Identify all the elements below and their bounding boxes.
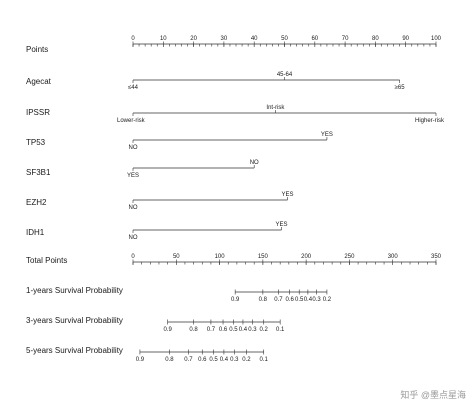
surv-label-surv3: 0.7 xyxy=(207,327,216,333)
surv-label-surv1: 0.3 xyxy=(312,297,321,303)
level-label-sf3b1: NO xyxy=(250,160,259,166)
tick-label-points: 50 xyxy=(281,36,288,42)
tick-label-total: 200 xyxy=(301,254,312,260)
level-label-agecat: ≥65 xyxy=(395,85,406,91)
level-label-agecat: 45-64 xyxy=(277,72,293,78)
surv-label-surv1: 0.2 xyxy=(323,297,332,303)
surv-label-surv3: 0.2 xyxy=(260,327,269,333)
surv-label-surv1: 0.4 xyxy=(304,297,313,303)
tick-label-points: 30 xyxy=(221,36,228,42)
row-label-ezh2: EZH2 xyxy=(26,198,47,207)
surv-label-surv3: 0.1 xyxy=(276,327,285,333)
surv-label-surv5: 0.5 xyxy=(209,357,218,363)
tick-label-total: 300 xyxy=(388,254,399,260)
row-label-surv1: 1-years Survival Probability xyxy=(26,286,123,295)
tick-label-total: 0 xyxy=(131,254,135,260)
tick-label-points: 100 xyxy=(431,36,442,42)
surv-label-surv1: 0.6 xyxy=(286,297,295,303)
tick-label-points: 20 xyxy=(190,36,197,42)
tick-label-points: 10 xyxy=(160,36,167,42)
row-label-surv3: 3-years Survival Probability xyxy=(26,316,123,325)
row-label-surv5: 5-years Survival Probability xyxy=(26,346,123,355)
surv-label-surv1: 0.5 xyxy=(295,297,304,303)
surv-label-surv1: 0.7 xyxy=(274,297,283,303)
level-label-idh1: NO xyxy=(129,235,138,241)
level-label-ipssr: Lower-risk xyxy=(117,118,146,124)
surv-label-surv5: 0.1 xyxy=(260,357,269,363)
surv-label-surv5: 0.7 xyxy=(184,357,193,363)
row-label-sf3b1: SF3B1 xyxy=(26,168,51,177)
surv-label-surv5: 0.4 xyxy=(220,357,229,363)
tick-label-total: 50 xyxy=(173,254,180,260)
level-label-ipssr: Int-risk xyxy=(266,105,285,111)
watermark-text: 知乎 @墨点星海 xyxy=(400,389,466,400)
level-label-idh1: YES xyxy=(275,222,287,228)
surv-label-surv1: 0.8 xyxy=(259,297,268,303)
surv-label-surv5: 0.9 xyxy=(136,357,145,363)
surv-label-surv3: 0.5 xyxy=(229,327,238,333)
row-label-total: Total Points xyxy=(26,256,67,265)
tick-label-total: 350 xyxy=(431,254,442,260)
surv-label-surv3: 0.4 xyxy=(239,327,248,333)
row-label-agecat: Agecat xyxy=(26,77,52,86)
tick-label-points: 0 xyxy=(131,36,135,42)
level-label-ipssr: Higher-risk xyxy=(415,118,445,124)
surv-label-surv5: 0.8 xyxy=(165,357,174,363)
surv-label-surv5: 0.6 xyxy=(198,357,207,363)
tick-label-points: 40 xyxy=(251,36,258,42)
tick-label-points: 90 xyxy=(402,36,409,42)
level-label-ezh2: YES xyxy=(282,192,294,198)
level-label-ezh2: NO xyxy=(129,205,138,211)
tick-label-total: 100 xyxy=(215,254,226,260)
row-label-idh1: IDH1 xyxy=(26,228,45,237)
surv-label-surv3: 0.3 xyxy=(248,327,257,333)
surv-label-surv3: 0.6 xyxy=(219,327,228,333)
tick-label-total: 250 xyxy=(344,254,355,260)
tick-label-total: 150 xyxy=(258,254,269,260)
level-label-tp53: NO xyxy=(129,145,138,151)
tick-label-points: 70 xyxy=(342,36,349,42)
row-label-ipssr: IPSSR xyxy=(26,108,50,117)
surv-label-surv3: 0.8 xyxy=(189,327,198,333)
level-label-sf3b1: YES xyxy=(127,173,139,179)
row-label-points: Points xyxy=(26,45,48,54)
surv-label-surv1: 0.9 xyxy=(231,297,240,303)
surv-label-surv3: 0.9 xyxy=(163,327,172,333)
tick-label-points: 60 xyxy=(311,36,318,42)
level-label-agecat: ≤44 xyxy=(128,85,139,91)
surv-label-surv5: 0.2 xyxy=(242,357,251,363)
row-label-tp53: TP53 xyxy=(26,138,46,147)
plot-layer: Points 0 10 20 30 40 50 60 70 80 90 100 Agecat ≤44 45-… xyxy=(26,36,445,363)
surv-label-surv5: 0.3 xyxy=(230,357,239,363)
level-label-tp53: YES xyxy=(321,132,333,138)
tick-label-points: 80 xyxy=(372,36,379,42)
